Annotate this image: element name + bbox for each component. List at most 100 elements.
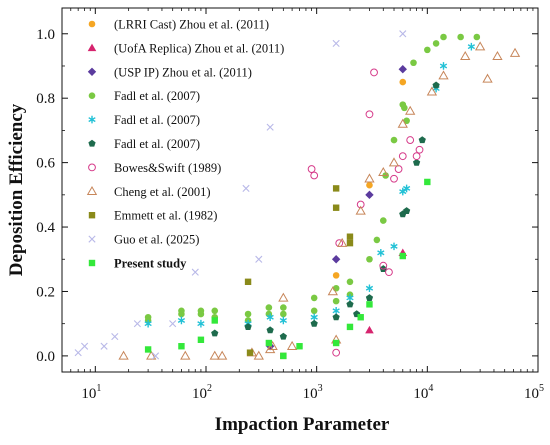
- legend-label: Present study: [114, 257, 187, 271]
- data-point: [146, 350, 157, 360]
- data-point: [100, 342, 108, 350]
- data-point: [346, 233, 354, 240]
- data-point: [331, 255, 341, 264]
- data-point: [279, 332, 287, 340]
- data-point: [280, 304, 287, 311]
- x-axis-title: Impaction Parameter: [215, 414, 390, 435]
- data-point: [378, 166, 389, 177]
- data-point: [439, 62, 448, 70]
- legend-marker: [87, 67, 97, 76]
- data-point: [467, 42, 476, 51]
- legend-label: (LRRI Cast) Zhou et al. (2011): [114, 18, 269, 32]
- data-point: [246, 349, 254, 356]
- data-point: [244, 278, 252, 286]
- data-point: [346, 300, 354, 308]
- y-tick-label: 1.0: [36, 27, 55, 43]
- data-point: [144, 319, 152, 328]
- data-point: [402, 184, 411, 193]
- x-tick-label: 103: [303, 383, 323, 402]
- data-point: [364, 173, 375, 183]
- data-point: [244, 323, 252, 330]
- data-point: [388, 157, 400, 167]
- data-point: [390, 174, 398, 183]
- legend-label: Fadl et al. (2007): [114, 89, 200, 103]
- data-point: [327, 286, 338, 296]
- data-point: [365, 294, 374, 301]
- legend-label: (USP IP) Zhou et al. (2011): [114, 65, 252, 79]
- data-point: [211, 307, 219, 315]
- data-point: [390, 242, 398, 251]
- data-point: [111, 332, 119, 341]
- series-6: [307, 68, 424, 357]
- data-point: [74, 349, 82, 357]
- data-point: [278, 292, 289, 302]
- data-point: [399, 252, 406, 260]
- legend-marker: [88, 259, 96, 267]
- series-4: [144, 42, 476, 328]
- data-point: [365, 325, 374, 334]
- y-tick-label: 0.6: [36, 156, 55, 172]
- legend-entry: Guo et al. (2025): [88, 233, 199, 247]
- series-0: [332, 78, 407, 279]
- legend-marker: [87, 43, 97, 52]
- data-point: [337, 237, 348, 247]
- series-8: [244, 185, 354, 360]
- data-point: [296, 343, 303, 350]
- data-point: [209, 350, 220, 360]
- data-point: [266, 326, 274, 334]
- series-9: [74, 30, 407, 360]
- data-point: [399, 30, 407, 38]
- data-point: [474, 41, 486, 51]
- data-point: [492, 51, 503, 61]
- data-point: [346, 294, 354, 302]
- data-point: [426, 86, 438, 96]
- data-point: [412, 152, 421, 161]
- data-point: [473, 33, 481, 41]
- data-point: [366, 181, 373, 189]
- data-point: [424, 178, 431, 186]
- data-point: [332, 297, 340, 305]
- data-point: [385, 268, 393, 277]
- data-point: [118, 350, 129, 360]
- data-point: [398, 65, 407, 74]
- data-point: [310, 313, 318, 322]
- data-point: [286, 340, 298, 350]
- data-point: [509, 47, 521, 57]
- legend-entry: Bowes&Swift (1989): [88, 161, 221, 175]
- data-point: [133, 320, 141, 328]
- legend-label: Emmett et al. (1982): [114, 209, 217, 223]
- data-point: [169, 320, 177, 328]
- x-tick-label: 104: [413, 383, 433, 402]
- data-point: [332, 185, 340, 192]
- data-point: [415, 145, 424, 154]
- x-tick-label: 101: [81, 383, 101, 402]
- data-point: [432, 40, 440, 47]
- legend-entry: Fadl et al. (2007): [88, 137, 200, 151]
- data-point: [280, 352, 287, 360]
- data-point: [424, 46, 431, 54]
- data-point: [438, 70, 449, 80]
- data-point: [482, 73, 493, 83]
- legend-entry: Cheng et al. (2001): [86, 185, 211, 199]
- series-10: [144, 178, 431, 360]
- data-point: [398, 152, 407, 161]
- data-point: [460, 51, 471, 61]
- data-point: [332, 39, 340, 48]
- data-point: [279, 316, 287, 325]
- y-tick-label: 0.8: [36, 91, 55, 107]
- legend-label: Cheng et al. (2001): [114, 185, 211, 199]
- data-point: [310, 294, 318, 302]
- data-point: [379, 265, 387, 272]
- data-point: [332, 204, 340, 211]
- data-point: [144, 313, 152, 321]
- data-point: [379, 261, 388, 270]
- data-point: [211, 329, 219, 337]
- data-point: [307, 165, 316, 173]
- data-point: [310, 307, 318, 315]
- data-point: [397, 118, 408, 128]
- data-point: [244, 310, 252, 318]
- x-tick-label: 105: [524, 383, 544, 402]
- data-point: [310, 171, 319, 180]
- data-point: [418, 136, 426, 144]
